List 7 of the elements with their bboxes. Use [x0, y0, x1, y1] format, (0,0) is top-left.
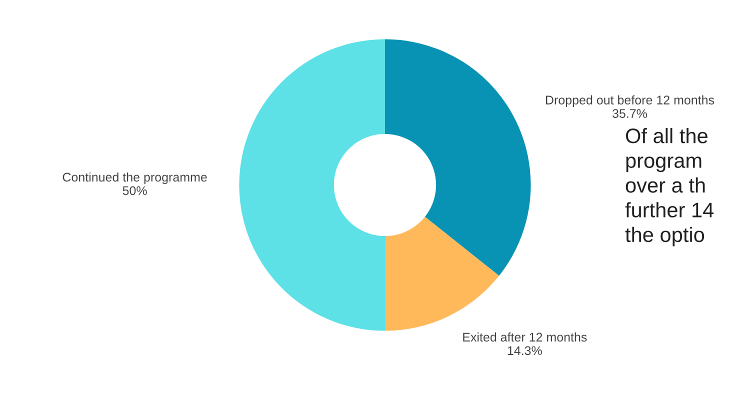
slice-label: Continued the programme: [62, 172, 207, 184]
text: Of all the program over a th further 14 the optio: [625, 128, 714, 246]
slice-label: Exited after 12 months: [463, 332, 587, 342]
data-label: 35.7%: [612, 109, 648, 118]
data-label: 50%: [122, 186, 147, 196]
data-label: 14.3%: [508, 346, 542, 356]
slice-label: Dropped out before 12 months: [546, 95, 714, 107]
